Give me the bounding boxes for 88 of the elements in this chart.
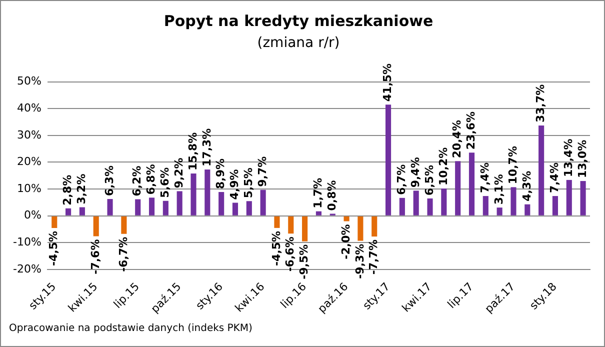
bar — [455, 161, 461, 216]
bar — [552, 196, 558, 216]
y-tick-label: 50% — [16, 74, 42, 88]
bar — [316, 211, 322, 216]
text: Opracowanie na podstawie danych (indeks PKM) — [9, 323, 252, 334]
bar — [496, 208, 502, 216]
data-label: 8,9% — [214, 158, 228, 190]
data-label: 5,5% — [242, 168, 256, 198]
data-label: 7,4% — [548, 162, 562, 194]
data-label: -4,5% — [270, 230, 283, 266]
bar — [66, 208, 72, 216]
data-label: 33,7% — [534, 84, 548, 123]
data-label: 15,8% — [186, 132, 200, 171]
bar — [190, 174, 196, 216]
data-label: -6,7% — [116, 236, 130, 272]
y-tick-label: 40% — [16, 101, 42, 114]
data-label: -7,6% — [88, 239, 102, 274]
bar — [344, 216, 350, 222]
data-label: 9,7% — [256, 156, 269, 187]
data-label: 5,6% — [158, 167, 172, 198]
bar — [538, 126, 544, 216]
data-label: 6,7% — [395, 164, 408, 195]
bar — [399, 198, 405, 216]
bar — [148, 198, 155, 216]
data-label: -6,6% — [284, 236, 297, 272]
y-tick-label: -20% — [12, 262, 42, 276]
bar — [372, 216, 378, 237]
data-label: -9,3% — [353, 244, 366, 279]
bar — [135, 199, 141, 216]
bar — [413, 190, 419, 216]
data-label: 6,3% — [102, 165, 116, 196]
data-label: 9,4% — [408, 157, 422, 188]
data-label: 41,5% — [381, 63, 394, 102]
bar — [204, 169, 210, 216]
bar — [580, 181, 586, 216]
data-label: 13,4% — [562, 138, 575, 177]
bar — [274, 216, 280, 228]
bar — [107, 198, 113, 216]
data-label: -2,0% — [339, 224, 352, 260]
data-label: 10,2% — [436, 147, 450, 186]
data-label: 1,7% — [312, 178, 325, 208]
bar — [260, 190, 266, 216]
data-label: 0,8% — [325, 180, 338, 211]
data-label: 23,6% — [464, 111, 478, 150]
bar — [288, 216, 294, 234]
y-tick-label: 10% — [16, 182, 42, 195]
data-label: 6,8% — [144, 164, 158, 195]
y-tick-label: 20% — [16, 155, 42, 168]
data-label: 9,2% — [172, 158, 186, 188]
bar — [468, 152, 475, 216]
bar — [218, 192, 224, 216]
bar — [427, 198, 433, 216]
bar — [93, 216, 99, 236]
bar — [79, 207, 85, 216]
data-label: 2,8% — [61, 174, 74, 206]
chart-subtitle: (zmiana r/r) — [257, 35, 340, 52]
bar — [358, 216, 364, 241]
data-label: 17,3% — [200, 128, 214, 166]
y-tick-label: 30% — [16, 128, 42, 142]
bar — [510, 187, 516, 216]
bar — [524, 204, 530, 216]
bar — [441, 188, 447, 216]
data-label: -7,7% — [367, 240, 380, 275]
data-label: 6,2% — [130, 166, 144, 196]
data-label: 6,5% — [422, 164, 436, 196]
data-label: 3,1% — [492, 174, 506, 205]
chart-title: Popyt na kredyty mieszkaniowe — [164, 12, 434, 30]
data-label: -4,5% — [47, 230, 60, 266]
y-tick-label: 0% — [24, 208, 42, 222]
bar — [232, 202, 238, 216]
data-label: -9,5% — [298, 244, 311, 280]
bar — [482, 196, 488, 216]
data-label: 7,4% — [478, 162, 492, 194]
data-label: 20,4% — [450, 120, 464, 158]
data-label: 10,7% — [506, 146, 520, 184]
data-label: 4,3% — [520, 170, 534, 202]
bar — [566, 180, 572, 216]
data-label: 13,0% — [576, 140, 589, 178]
bar — [302, 216, 308, 242]
y-tick-label: -10% — [12, 236, 42, 249]
bar — [121, 216, 127, 234]
bar — [52, 216, 58, 228]
bar — [246, 201, 252, 216]
bar — [162, 200, 168, 216]
data-label: 4,9% — [228, 169, 242, 200]
data-label: 3,2% — [75, 174, 88, 204]
bar — [176, 191, 182, 216]
bar — [385, 104, 392, 216]
